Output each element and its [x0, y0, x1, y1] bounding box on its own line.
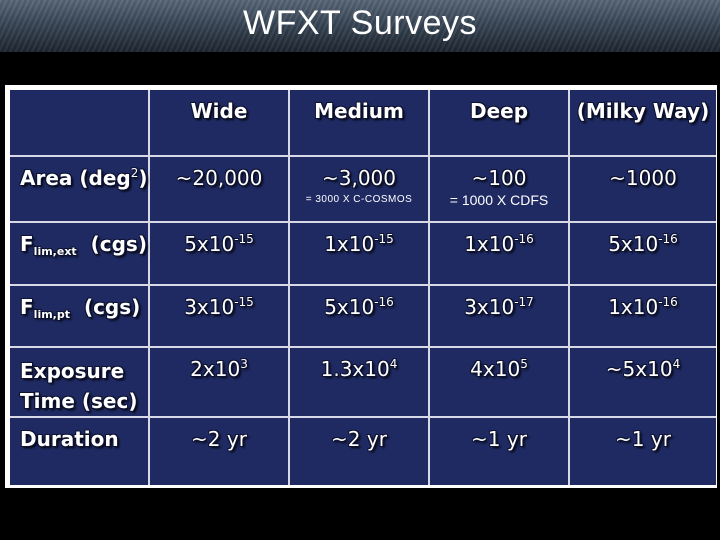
row-label-flim-ext: Flim,ext (cgs) — [10, 223, 150, 286]
duration-medium-value: ~2 yr — [331, 427, 387, 451]
flim-ext-medium-cell: 1x10-15 — [290, 223, 430, 286]
slide-title: WFXT Surveys — [243, 4, 477, 42]
duration-medium-cell: ~2 yr — [290, 418, 430, 485]
surveys-table: Wide Medium Deep (Milky Way) Area (deg2)… — [10, 90, 716, 485]
duration-milky-way-value: ~1 yr — [615, 427, 671, 451]
row-label-exposure-line2: Time (sec) — [20, 389, 138, 413]
flim-ext-milky-way-base: 5x10 — [608, 232, 659, 256]
flim-pt-deep-exp: -17 — [514, 295, 534, 309]
exposure-medium-exp: 4 — [389, 357, 398, 371]
flim-pt-milky-way-exp: -16 — [658, 295, 678, 309]
duration-deep-value: ~1 yr — [471, 427, 527, 451]
flim-ext-wide-exp: -15 — [234, 232, 254, 246]
flim-ext-medium-exp: -15 — [374, 232, 394, 246]
flim-pt-wide-base: 3x10 — [184, 295, 235, 319]
row-label-flim-pt-tail: (cgs) — [83, 295, 141, 319]
title-bar — [0, 0, 720, 52]
row-label-area-text: Area (deg — [20, 166, 131, 190]
duration-wide-cell: ~2 yr — [150, 418, 290, 485]
row-label-area-tail: ) — [138, 166, 148, 190]
row-label-duration-text: Duration — [20, 427, 119, 451]
row-label-exposure: Exposure Time (sec) — [10, 348, 150, 418]
flim-pt-medium-cell: 5x10-16 — [290, 286, 430, 348]
exposure-wide-cell: 2x103 — [150, 348, 290, 418]
header-corner-cell — [10, 90, 150, 157]
area-deep-value: ~100 — [471, 166, 527, 190]
column-header-medium: Medium — [290, 90, 430, 157]
row-label-area-sup: 2 — [130, 166, 139, 180]
exposure-deep-base: 4x10 — [470, 357, 521, 381]
flim-ext-deep-cell: 1x10-16 — [430, 223, 570, 286]
row-label-flim-pt: Flim,pt (cgs) — [10, 286, 150, 348]
column-header-milky-way-text: (Milky Way) — [576, 99, 710, 123]
row-label-flim-pt-sub: lim,pt — [33, 308, 70, 321]
exposure-deep-exp: 5 — [520, 357, 528, 371]
exposure-wide-base: 2x10 — [190, 357, 241, 381]
flim-ext-wide-base: 5x10 — [184, 232, 235, 256]
row-label-flim-ext-tail: (cgs) — [90, 232, 147, 256]
area-medium-cell: ~3,000 = 3000 X C-COSMOS — [290, 157, 430, 223]
duration-milky-way-cell: ~1 yr — [570, 418, 716, 485]
duration-wide-value: ~2 yr — [191, 427, 247, 451]
area-milky-way-value: ~1000 — [609, 166, 677, 190]
flim-pt-wide-exp: -15 — [234, 295, 254, 309]
row-label-flim-ext-sub: lim,ext — [33, 245, 77, 258]
flim-ext-deep-base: 1x10 — [464, 232, 515, 256]
area-milky-way-cell: ~1000 — [570, 157, 716, 223]
row-label-area: Area (deg2) — [10, 157, 150, 223]
exposure-deep-cell: 4x105 — [430, 348, 570, 418]
flim-ext-milky-way-cell: 5x10-16 — [570, 223, 716, 286]
flim-pt-milky-way-base: 1x10 — [608, 295, 659, 319]
row-label-flim-ext-text: F — [20, 232, 34, 256]
exposure-wide-exp: 3 — [240, 357, 248, 371]
exposure-milky-way-exp: 4 — [672, 357, 681, 371]
area-medium-value: ~3,000 — [321, 166, 396, 190]
area-medium-note: = 3000 X C-COSMOS — [305, 194, 413, 205]
row-label-exposure-line1: Exposure — [20, 359, 125, 383]
exposure-milky-way-base: ~5x10 — [605, 357, 673, 381]
row-label-flim-pt-text: F — [20, 295, 34, 319]
area-deep-note: = 1000 X CDFS — [449, 192, 549, 208]
flim-pt-wide-cell: 3x10-15 — [150, 286, 290, 348]
duration-deep-cell: ~1 yr — [430, 418, 570, 485]
column-header-deep: Deep — [430, 90, 570, 157]
flim-ext-wide-cell: 5x10-15 — [150, 223, 290, 286]
row-label-duration: Duration — [10, 418, 150, 485]
area-deep-cell: ~100 = 1000 X CDFS — [430, 157, 570, 223]
exposure-medium-cell: 1.3x104 — [290, 348, 430, 418]
exposure-milky-way-cell: ~5x104 — [570, 348, 716, 418]
column-header-milky-way: (Milky Way) — [570, 90, 716, 157]
flim-pt-milky-way-cell: 1x10-16 — [570, 286, 716, 348]
area-wide-value: ~20,000 — [175, 166, 263, 190]
exposure-medium-base: 1.3x10 — [320, 357, 390, 381]
area-wide-cell: ~20,000 — [150, 157, 290, 223]
flim-pt-medium-base: 5x10 — [324, 295, 375, 319]
flim-pt-deep-base: 3x10 — [464, 295, 515, 319]
flim-pt-deep-cell: 3x10-17 — [430, 286, 570, 348]
flim-pt-medium-exp: -16 — [374, 295, 394, 309]
flim-ext-milky-way-exp: -16 — [658, 232, 678, 246]
flim-ext-deep-exp: -16 — [514, 232, 534, 246]
flim-ext-medium-base: 1x10 — [324, 232, 375, 256]
column-header-wide: Wide — [150, 90, 290, 157]
